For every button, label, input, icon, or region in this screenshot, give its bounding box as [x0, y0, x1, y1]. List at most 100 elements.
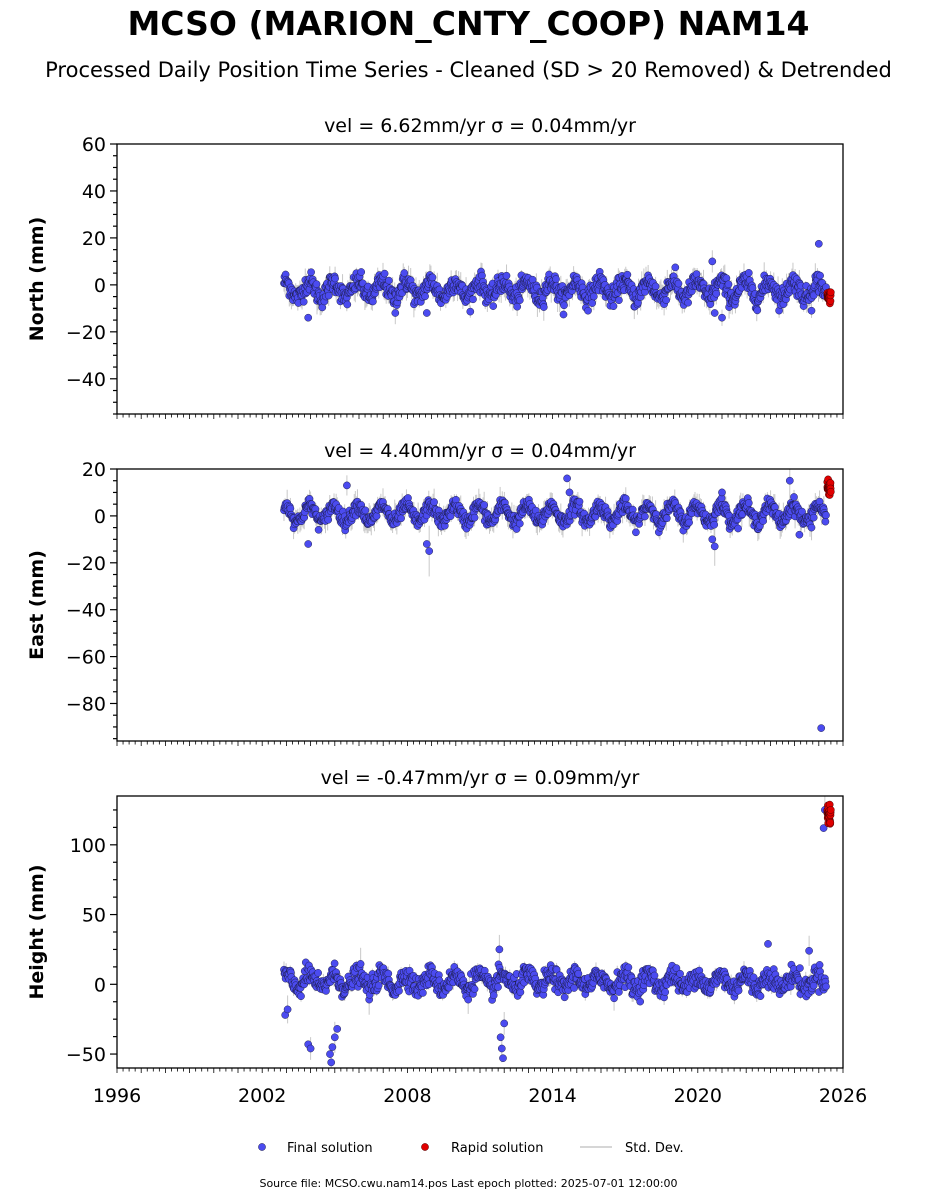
final-point [314, 525, 323, 534]
final-point [615, 296, 623, 305]
data-points [280, 796, 835, 1068]
final-point [464, 995, 473, 1004]
final-point [331, 274, 339, 283]
final-point [710, 542, 719, 551]
rapid-solution-series [823, 288, 835, 308]
final-point [584, 306, 592, 315]
final-point [478, 271, 486, 280]
final-point [651, 282, 660, 291]
final-point [324, 291, 333, 300]
final-point [560, 993, 569, 1002]
final-point [570, 984, 578, 992]
y-tick-label: 0 [94, 275, 106, 297]
final-point [744, 499, 753, 507]
final-point [469, 295, 477, 304]
final-point [575, 497, 584, 506]
final-point [343, 300, 352, 309]
final-point [718, 488, 726, 497]
final-solution-series [280, 806, 830, 1067]
y-tick-label: 60 [82, 134, 106, 156]
final-point [559, 310, 568, 319]
final-point [489, 302, 498, 310]
final-point [796, 964, 804, 972]
y-axis-label: North (mm) [26, 217, 48, 342]
final-point [817, 724, 826, 732]
final-point [624, 963, 633, 972]
panel-title: vel = 6.62mm/yr σ = 0.04mm/yr [324, 115, 636, 137]
final-point [297, 992, 305, 1001]
final-point [419, 989, 427, 997]
rapid-point [826, 288, 835, 297]
final-solution-series [280, 239, 830, 322]
final-point [676, 969, 684, 978]
final-point [369, 297, 377, 306]
final-point [552, 275, 560, 283]
final-point [515, 296, 524, 305]
final-point [361, 506, 370, 515]
chart-subtitle: Processed Daily Position Time Series - C… [45, 58, 892, 82]
final-point [671, 263, 680, 272]
final-point [798, 507, 806, 516]
final-point [610, 994, 618, 1003]
final-point [641, 512, 649, 521]
final-point [708, 535, 717, 544]
final-point [304, 540, 313, 548]
final-point [744, 269, 753, 277]
std-dev-bars [283, 796, 827, 1068]
y-tick-label: 40 [82, 181, 106, 203]
final-point [684, 298, 692, 307]
panel-north: vel = 6.62mm/yr σ = 0.04mm/yr North (mm) −… [26, 115, 844, 419]
final-point [574, 969, 583, 978]
final-point [661, 988, 670, 996]
final-point [807, 306, 816, 315]
final-point [632, 528, 640, 537]
y-tick-label: 0 [94, 506, 106, 528]
final-point [785, 476, 794, 485]
final-point [821, 517, 830, 526]
final-solution-series [280, 474, 830, 732]
final-point [749, 973, 758, 982]
final-point [489, 991, 498, 1000]
chart-title: MCSO (MARION_CNTY_COOP) NAM14 [127, 4, 810, 43]
final-point [565, 488, 574, 497]
final-point [372, 512, 381, 520]
final-point [466, 307, 475, 316]
final-point [391, 309, 400, 317]
final-point [563, 474, 571, 483]
final-point [384, 969, 393, 978]
final-point [815, 961, 824, 969]
final-point [314, 969, 322, 977]
data-points [280, 469, 835, 732]
final-point [380, 269, 389, 278]
final-point [710, 309, 719, 317]
final-point [756, 992, 765, 1000]
final-point [516, 988, 525, 997]
y-tick-label: −20 [66, 553, 106, 575]
panel-title: vel = 4.40mm/yr σ = 0.04mm/yr [324, 440, 636, 462]
final-point [312, 280, 321, 288]
final-point [422, 540, 431, 548]
final-point [307, 268, 315, 277]
final-point [753, 306, 762, 315]
final-point [589, 292, 598, 301]
final-point [710, 520, 719, 529]
y-tick-label: −40 [66, 600, 106, 622]
final-point [515, 519, 524, 528]
final-point [809, 981, 818, 990]
final-point [430, 498, 438, 506]
final-point [814, 239, 823, 248]
final-point [759, 517, 767, 525]
final-point [795, 530, 804, 539]
final-point [662, 514, 671, 523]
y-tick-label: −40 [66, 369, 106, 391]
final-point [636, 997, 645, 1006]
final-point [502, 271, 511, 280]
y-tick-label: 20 [82, 459, 106, 481]
final-point [816, 271, 824, 280]
final-point [397, 514, 405, 523]
final-point [615, 988, 623, 996]
final-point [809, 513, 818, 522]
final-point [560, 301, 568, 310]
final-point [422, 309, 431, 317]
